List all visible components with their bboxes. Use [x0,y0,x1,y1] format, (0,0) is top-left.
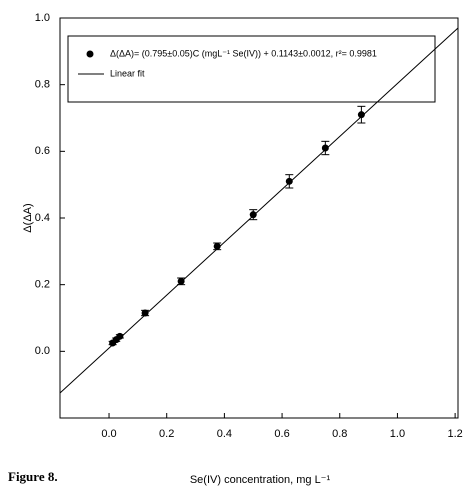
y-tick-label: 0.0 [35,345,50,357]
x-tick-label: 1.0 [390,428,405,440]
fit-line [59,27,459,394]
legend-label: Δ(ΔA)= (0.795±0.05)C (mgL⁻¹ Se(IV)) + 0.… [110,48,377,58]
data-point [285,177,293,185]
data-point [357,111,365,119]
y-tick-label: 0.2 [35,279,50,291]
y-tick-label: 0.4 [35,212,50,224]
figure-caption: Figure 8. [8,469,58,484]
data-point [141,309,149,317]
y-axis-label: Δ(ΔA) [22,203,34,232]
x-tick-label: 0.0 [101,428,116,440]
y-tick-label: 0.6 [35,145,50,157]
x-tick-label: 0.8 [332,428,347,440]
data-point [321,144,329,152]
x-axis-label: Se(IV) concentration, mg L⁻¹ [190,474,331,486]
x-tick-label: 0.6 [274,428,289,440]
legend-box [67,35,436,103]
y-tick-label: 0.8 [35,79,50,91]
x-tick-label: 0.4 [217,428,232,440]
x-tick-label: 0.2 [159,428,174,440]
legend-marker [86,50,94,58]
data-point [116,332,124,340]
x-tick-label: 1.2 [447,428,462,440]
y-tick-label: 1.0 [35,12,50,24]
data-point [249,211,257,219]
legend-label: Linear fit [110,68,145,78]
data-point [213,242,221,250]
